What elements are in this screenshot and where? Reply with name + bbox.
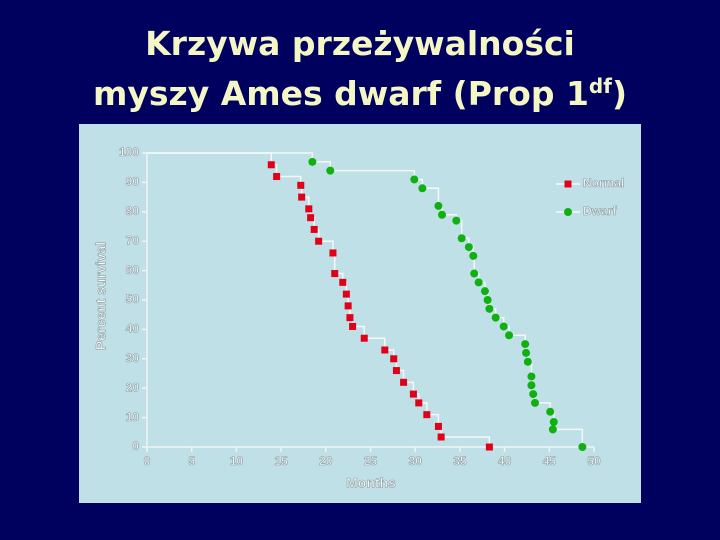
survival-step xyxy=(552,428,584,447)
title-superscript: df xyxy=(588,74,612,98)
survival-step xyxy=(318,240,334,253)
survival-point xyxy=(298,193,306,201)
survival-point xyxy=(434,422,442,430)
y-tick-label: 40 xyxy=(126,322,140,336)
survival-point xyxy=(485,304,494,313)
y-tick-label: 100 xyxy=(119,145,139,159)
survival-point xyxy=(308,157,317,166)
survival-point xyxy=(521,340,530,349)
survival-point xyxy=(273,173,281,181)
survival-point xyxy=(381,346,389,354)
survival-point xyxy=(530,398,539,407)
survival-point xyxy=(410,175,419,184)
survival-point xyxy=(409,390,417,398)
x-tick-label: 25 xyxy=(364,454,378,468)
survival-point xyxy=(392,367,400,375)
title-line: myszy Ames dwarf (Prop 1 xyxy=(92,74,589,113)
survival-step xyxy=(352,325,365,339)
x-tick-label: 0 xyxy=(144,454,151,468)
survival-point xyxy=(415,399,423,407)
y-tick-label: 70 xyxy=(126,233,140,247)
x-tick-label: 5 xyxy=(188,454,195,468)
survival-point xyxy=(483,296,492,304)
survival-point xyxy=(315,237,323,245)
survival-point xyxy=(342,290,350,298)
survival-point xyxy=(464,243,473,252)
legend-marker xyxy=(564,180,572,188)
survival-point xyxy=(437,433,445,441)
legend-label: Dwarf xyxy=(583,204,617,218)
legend-marker xyxy=(564,208,572,216)
survival-point xyxy=(522,348,531,357)
survival-step xyxy=(422,187,440,206)
title-line: Krzywa przeżywalności xyxy=(145,24,575,63)
y-axis-label: Percent survival xyxy=(93,242,109,350)
survival-point xyxy=(452,216,461,225)
survival-point xyxy=(267,161,275,169)
title-close: ) xyxy=(611,74,628,113)
survival-point xyxy=(307,214,315,222)
survival-point xyxy=(438,210,447,219)
survival-point xyxy=(360,334,368,342)
y-tick-label: 60 xyxy=(126,263,140,277)
survival-point xyxy=(457,234,466,243)
x-tick-label: 50 xyxy=(587,454,601,468)
survival-point xyxy=(434,201,443,210)
x-tick-label: 10 xyxy=(230,454,244,468)
x-tick-label: 35 xyxy=(453,454,467,468)
survival-point xyxy=(331,270,339,278)
y-tick-label: 80 xyxy=(126,204,140,218)
x-axis-label: Months xyxy=(346,475,396,491)
survival-point xyxy=(548,425,557,434)
survival-point xyxy=(480,287,489,296)
survival-point xyxy=(423,411,431,419)
slide-title: Krzywa przeżywalności myszy Ames dwarf (P… xyxy=(0,22,720,115)
survival-point xyxy=(549,418,558,427)
x-tick-label: 45 xyxy=(543,454,557,468)
y-tick-label: 90 xyxy=(126,175,140,189)
survival-point xyxy=(390,355,398,363)
x-tick-label: 15 xyxy=(274,454,288,468)
survival-point xyxy=(349,322,357,330)
survival-step xyxy=(426,413,440,427)
y-tick-label: 20 xyxy=(126,380,140,394)
y-tick-label: 50 xyxy=(126,292,140,306)
survival-point xyxy=(470,269,479,278)
y-tick-label: 10 xyxy=(126,410,140,424)
survival-point xyxy=(297,181,305,189)
survival-point xyxy=(505,331,514,340)
survival-point xyxy=(305,205,313,213)
y-tick-label: 0 xyxy=(132,439,139,453)
survival-point xyxy=(400,378,408,386)
survival-point xyxy=(469,251,478,260)
survival-point xyxy=(310,225,318,233)
survival-point xyxy=(523,357,532,366)
survival-point xyxy=(339,278,347,286)
survival-point xyxy=(346,314,354,322)
legend-label: Normal xyxy=(583,176,624,190)
survival-point xyxy=(546,407,555,416)
survival-point xyxy=(491,313,500,322)
survival-step xyxy=(364,337,386,350)
survival-point xyxy=(485,443,493,451)
x-tick-label: 30 xyxy=(409,454,423,468)
x-tick-label: 20 xyxy=(319,454,333,468)
survival-point xyxy=(578,443,587,451)
chart-panel xyxy=(79,124,641,503)
survival-point xyxy=(527,372,536,381)
survival-point xyxy=(529,390,538,399)
survival-point xyxy=(474,278,483,287)
x-tick-label: 40 xyxy=(498,454,512,468)
survival-point xyxy=(499,322,508,331)
survival-point xyxy=(527,381,536,390)
survival-point xyxy=(326,166,335,175)
survival-point xyxy=(344,302,352,310)
y-tick-label: 30 xyxy=(126,351,140,365)
survival-point xyxy=(418,184,427,193)
survival-point xyxy=(329,249,337,257)
